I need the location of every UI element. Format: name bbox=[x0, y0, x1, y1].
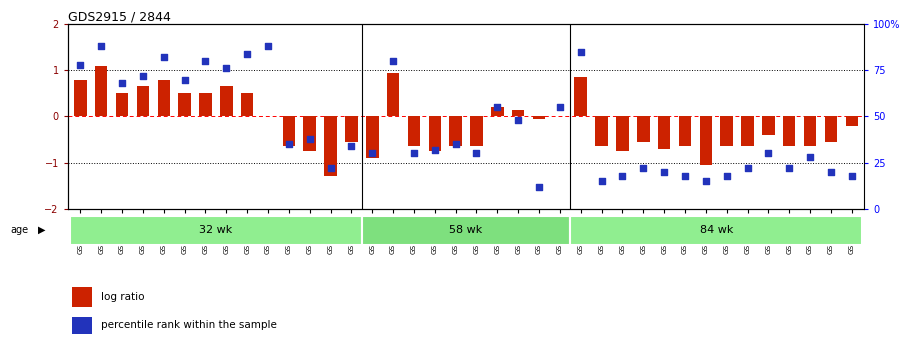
Bar bbox=[199, 93, 212, 117]
Point bbox=[427, 147, 442, 152]
Text: percentile rank within the sample: percentile rank within the sample bbox=[101, 321, 277, 331]
Point bbox=[824, 169, 838, 175]
Bar bbox=[741, 117, 754, 146]
Bar bbox=[137, 87, 149, 117]
Bar bbox=[429, 117, 441, 151]
Point bbox=[511, 117, 526, 123]
Text: GDS2915 / 2844: GDS2915 / 2844 bbox=[68, 10, 171, 23]
Point bbox=[365, 150, 379, 156]
Bar bbox=[570, 216, 862, 245]
Bar bbox=[386, 72, 399, 117]
Bar bbox=[303, 117, 316, 151]
Bar bbox=[824, 117, 837, 142]
Point bbox=[657, 169, 672, 175]
Bar bbox=[804, 117, 816, 146]
Bar bbox=[575, 77, 587, 117]
Bar bbox=[845, 117, 858, 126]
Point bbox=[740, 165, 755, 171]
Point bbox=[803, 154, 817, 160]
Bar bbox=[74, 80, 87, 117]
Bar bbox=[679, 117, 691, 146]
Point bbox=[115, 80, 129, 86]
Bar bbox=[762, 117, 775, 135]
Point bbox=[386, 58, 400, 64]
Point bbox=[323, 165, 338, 171]
Text: age: age bbox=[11, 225, 29, 235]
Bar bbox=[637, 117, 650, 142]
Point bbox=[219, 66, 233, 71]
Point bbox=[636, 165, 651, 171]
Point bbox=[678, 173, 692, 178]
Point bbox=[553, 105, 567, 110]
Point bbox=[281, 141, 296, 147]
Text: 58 wk: 58 wk bbox=[450, 225, 482, 235]
Bar bbox=[262, 116, 274, 117]
Point bbox=[240, 51, 254, 57]
Text: 32 wk: 32 wk bbox=[199, 225, 233, 235]
Bar bbox=[720, 117, 733, 146]
Bar bbox=[700, 117, 712, 165]
Text: 84 wk: 84 wk bbox=[700, 225, 733, 235]
Point bbox=[615, 173, 630, 178]
Point bbox=[532, 184, 547, 189]
Point bbox=[344, 143, 358, 149]
Text: ▶: ▶ bbox=[38, 225, 45, 235]
Point bbox=[470, 150, 484, 156]
Bar bbox=[407, 117, 420, 146]
Point bbox=[844, 173, 859, 178]
Bar bbox=[71, 287, 91, 307]
Bar bbox=[471, 117, 482, 146]
Point bbox=[574, 49, 588, 55]
Bar bbox=[362, 216, 570, 245]
Bar bbox=[616, 117, 629, 151]
Bar bbox=[595, 117, 608, 146]
Point bbox=[73, 62, 88, 68]
Bar bbox=[366, 117, 378, 158]
Point bbox=[595, 178, 609, 184]
Point bbox=[491, 105, 505, 110]
Point bbox=[719, 173, 734, 178]
Point bbox=[302, 136, 317, 141]
Bar bbox=[512, 109, 525, 117]
Point bbox=[448, 141, 462, 147]
Bar bbox=[241, 93, 253, 117]
Bar bbox=[282, 117, 295, 146]
Bar bbox=[157, 79, 170, 117]
Bar bbox=[345, 117, 357, 142]
Point bbox=[136, 73, 150, 79]
Bar bbox=[71, 317, 91, 334]
Bar bbox=[178, 93, 191, 117]
Bar bbox=[324, 117, 337, 176]
Point bbox=[261, 43, 275, 49]
Point bbox=[157, 55, 171, 60]
Bar bbox=[450, 117, 462, 146]
Bar bbox=[783, 117, 795, 146]
Bar bbox=[116, 93, 129, 117]
Point bbox=[198, 58, 213, 64]
Point bbox=[406, 150, 421, 156]
Text: log ratio: log ratio bbox=[101, 293, 145, 303]
Bar bbox=[220, 87, 233, 117]
Bar bbox=[491, 107, 503, 117]
Point bbox=[94, 43, 109, 49]
Bar bbox=[533, 117, 546, 119]
Point bbox=[782, 165, 796, 171]
Bar bbox=[554, 116, 567, 117]
Point bbox=[761, 150, 776, 156]
Point bbox=[177, 77, 192, 82]
Bar bbox=[95, 66, 108, 117]
Point bbox=[699, 178, 713, 184]
Bar bbox=[658, 117, 671, 149]
Bar bbox=[70, 216, 362, 245]
